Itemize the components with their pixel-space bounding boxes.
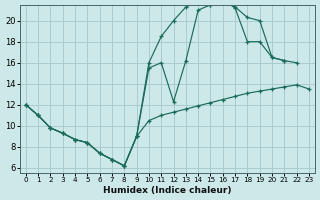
X-axis label: Humidex (Indice chaleur): Humidex (Indice chaleur) xyxy=(103,186,232,195)
